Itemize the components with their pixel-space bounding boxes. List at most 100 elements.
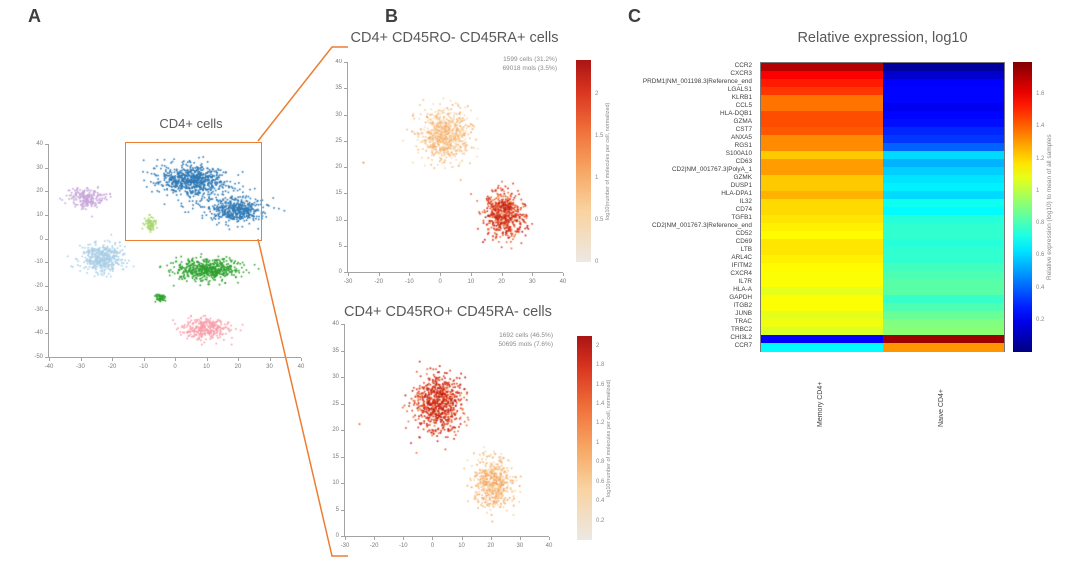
- heatmap-cell: [882, 255, 1004, 264]
- cd45ra-mols-count: 69018 mols (3.5%): [502, 65, 557, 72]
- heatmap-cell: [882, 319, 1004, 328]
- y-tick-label: 35: [332, 347, 339, 354]
- x-tick-mark: [403, 537, 405, 540]
- tsne-cd45ra-points: [348, 62, 563, 272]
- gene-label: HLA-DPA1: [721, 190, 752, 198]
- heatmap-cell: [882, 63, 1004, 72]
- x-tick-label: 20: [498, 279, 505, 285]
- heatmap-cell: [761, 239, 883, 248]
- gene-label: PRDM1|NM_001198.3|Reference_end: [642, 78, 752, 86]
- y-tick-label: 5: [338, 242, 342, 249]
- y-tick-label: 10: [332, 480, 339, 486]
- x-tick-mark: [374, 537, 376, 540]
- y-tick-mark: [45, 191, 48, 193]
- gene-label: IFITM2: [731, 262, 752, 270]
- heatmap-cell: [761, 255, 883, 264]
- y-tick-label: 25: [335, 137, 342, 144]
- heatmap-title: Relative expression, log10: [797, 30, 968, 46]
- gene-label: ITGB2: [733, 302, 752, 310]
- colorbar-tick-label: 1.2: [1036, 155, 1045, 162]
- heatmap-cell: [882, 127, 1004, 136]
- heatmap-row: [761, 191, 1004, 200]
- gene-label: GAPDH: [729, 294, 752, 302]
- heatmap-row: [761, 151, 1004, 160]
- heatmap-cell: [882, 71, 1004, 80]
- heatmap-cell: [761, 175, 883, 184]
- x-tick-mark: [378, 273, 380, 276]
- tsne-cd45ro-points: [345, 324, 549, 536]
- x-tick-mark: [470, 273, 472, 276]
- gene-label: IL32: [739, 198, 752, 206]
- tsne-cd45ra-plot: -30 -20 -10 0 10 20 30 40 0 5 10 15 20 25 30 35 40: [335, 59, 566, 285]
- gene-label: TRBC2: [731, 326, 752, 334]
- cd4-box-label: CD4+ cells: [159, 116, 223, 131]
- x-tick-label: 10: [203, 364, 210, 370]
- heatmap-cell: [882, 159, 1004, 168]
- x-tick-mark: [269, 358, 271, 361]
- heatmap-cell: [882, 207, 1004, 216]
- cell-stats-cd45ra: 1599 cells (31.2%) 69018 mols (3.5%): [412, 55, 557, 73]
- colorbar-tick-label: 2: [595, 90, 599, 97]
- heatmap-cell: [882, 119, 1004, 128]
- heatmap-cell: [761, 199, 883, 208]
- y-tick-label: 40: [335, 59, 342, 65]
- x-tick-mark: [563, 273, 564, 276]
- y-tick-mark: [341, 536, 344, 537]
- colorbar-tick-label: 1.2: [596, 420, 605, 427]
- heatmap-row: [761, 95, 1004, 104]
- y-tick-mark: [45, 309, 48, 311]
- x-tick-mark: [461, 537, 463, 540]
- heatmap-cell: [761, 63, 883, 72]
- heatmap-cell: [761, 223, 883, 232]
- y-tick-label: 0: [39, 235, 43, 242]
- gene-label: IL7R: [738, 278, 753, 286]
- colorbar-tick-label: 1.6: [596, 381, 605, 388]
- plot-title-cd45ra: CD4+ CD45RO- CD45RA+ cells: [350, 30, 559, 46]
- expression-heatmap: [760, 62, 1005, 352]
- x-tick-label: -10: [405, 279, 414, 285]
- heatmap-cell: [882, 247, 1004, 256]
- heatmap-row: [761, 215, 1004, 224]
- y-tick-label: 30: [332, 374, 339, 380]
- colorbar-tick-label: 1: [595, 174, 599, 181]
- heatmap-cell: [761, 159, 883, 168]
- y-tick-mark: [344, 114, 347, 116]
- heatmap-cell: [761, 215, 883, 224]
- colorbar-tick-label: 1: [596, 439, 600, 446]
- heatmap-cell: [882, 199, 1004, 208]
- heatmap-cell: [761, 263, 883, 272]
- gene-label: HLA-A: [733, 286, 752, 294]
- x-tick-mark: [143, 358, 145, 361]
- y-tick-mark: [45, 215, 48, 216]
- colorbar-cd45ra: 0 0.5 1 1.5 2 log10(number of molecules per c…: [576, 60, 611, 265]
- x-tick-label: 10: [458, 543, 465, 549]
- heatmap-cell: [882, 183, 1004, 192]
- heatmap-cell: [882, 263, 1004, 272]
- colorbar-tick-label: 2: [596, 342, 600, 349]
- x-tick-label: 20: [234, 364, 242, 370]
- y-tick-mark: [344, 219, 347, 221]
- heatmap-row: [761, 263, 1004, 272]
- x-tick-label: -20: [107, 364, 117, 370]
- colorbar-tick-label: 0: [595, 259, 599, 265]
- gene-label: CXCR3: [730, 70, 752, 78]
- colorbar-axis-label: log10(number of molecules per cell, norm…: [605, 102, 611, 220]
- gene-label: KLRB1: [731, 94, 752, 102]
- x-tick-label: 30: [266, 364, 273, 370]
- heatmap-cell: [761, 103, 883, 112]
- y-tick-mark: [45, 262, 48, 264]
- gene-label: CD52: [735, 230, 752, 238]
- y-tick-label: 30: [36, 164, 43, 171]
- y-tick-mark: [45, 333, 48, 335]
- heatmap-row: [761, 311, 1004, 320]
- x-tick-mark: [301, 358, 302, 361]
- heatmap-row: [761, 103, 1004, 112]
- heatmap-cell: [882, 327, 1004, 336]
- colorbar-tick-label: 0.2: [1036, 316, 1045, 323]
- heatmap-cell: [882, 79, 1004, 88]
- x-tick-label: 0: [438, 279, 442, 285]
- colorbar-tick-label: 1.6: [1036, 91, 1045, 98]
- x-tick-label: 30: [528, 279, 536, 285]
- x-tick-label: -20: [374, 279, 384, 285]
- y-tick-label: 5: [335, 506, 339, 513]
